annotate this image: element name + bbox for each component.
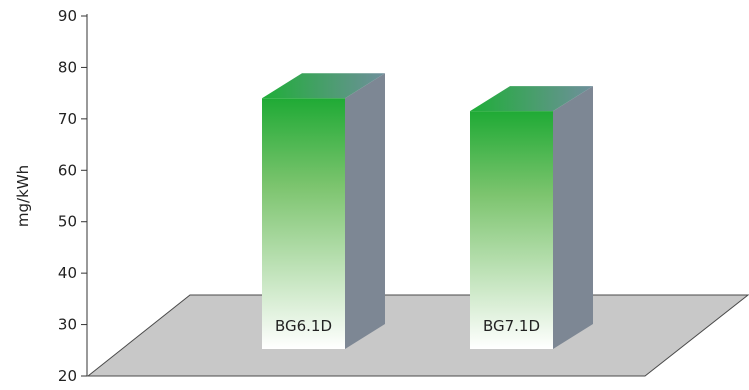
y-tick-label: 40 [58, 264, 77, 282]
y-tick-label: 50 [58, 213, 77, 231]
bar-bg6-1d: BG6.1D [262, 73, 385, 350]
bar-category-label: BG7.1D [483, 317, 540, 335]
bar-bg7-1d: BG7.1D [470, 86, 593, 350]
y-tick-label: 70 [58, 110, 77, 128]
bar-category-label: BG6.1D [275, 317, 332, 335]
y-tick-label: 80 [58, 58, 77, 76]
bar-top-face [470, 86, 593, 112]
chart-floor [86, 294, 749, 377]
bar-front-face [470, 111, 553, 350]
bar-side-face [553, 86, 593, 350]
y-tick-label: 90 [58, 7, 77, 25]
bar-front-face [262, 98, 345, 350]
bar-top-face [262, 73, 385, 99]
y-tick-label: 60 [58, 161, 77, 179]
y-tick-label: 20 [58, 367, 77, 385]
y-tick-label: 30 [58, 316, 77, 334]
bar-side-face [345, 73, 385, 350]
y-axis-title: mg/kWh [14, 165, 32, 227]
